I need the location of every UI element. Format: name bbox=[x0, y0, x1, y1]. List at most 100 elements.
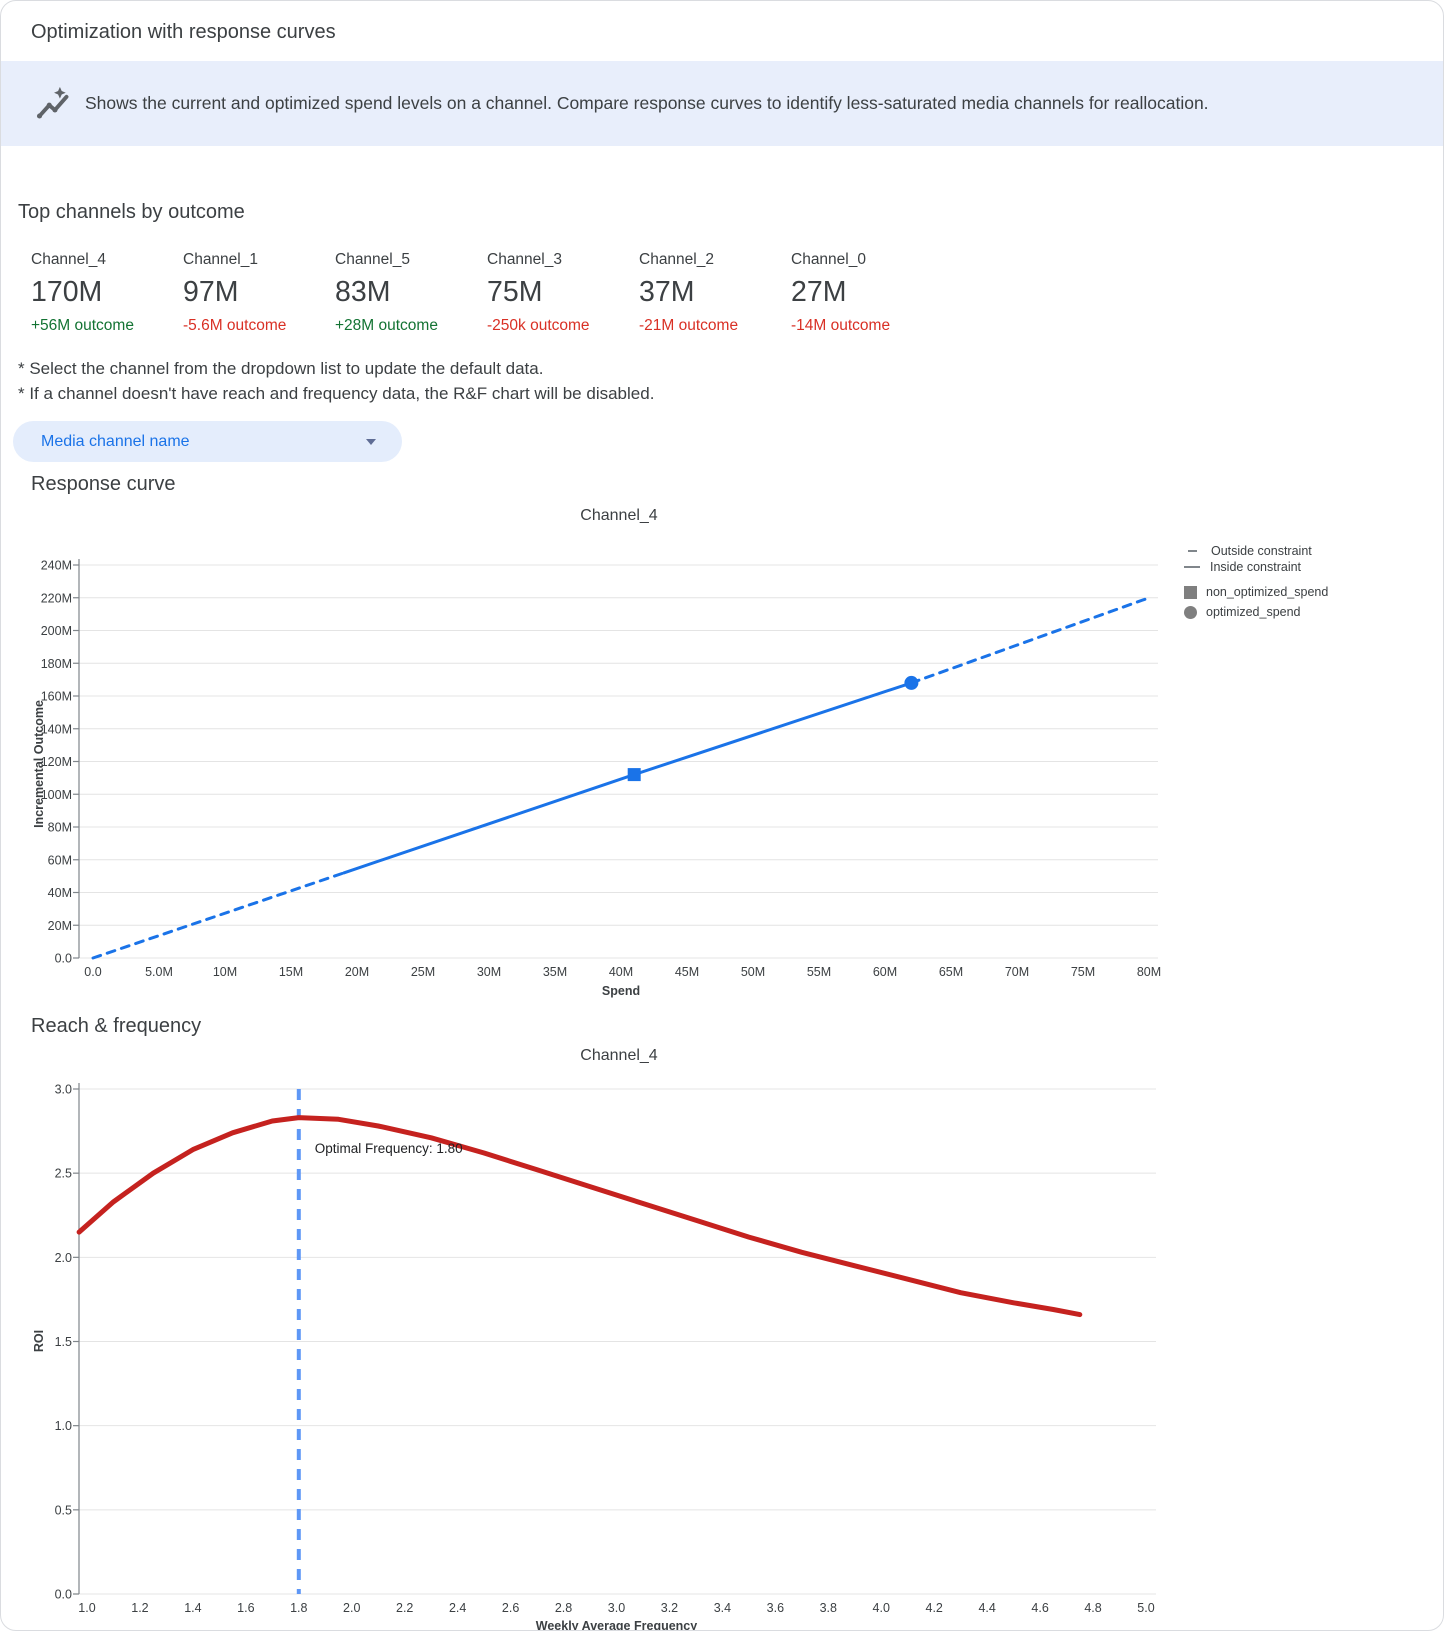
dash-long-icon bbox=[1184, 566, 1200, 568]
svg-text:140M: 140M bbox=[41, 722, 72, 736]
svg-text:160M: 160M bbox=[41, 690, 72, 704]
channel-name: Channel_0 bbox=[791, 251, 866, 268]
legend-gap bbox=[1184, 575, 1328, 582]
svg-text:2.6: 2.6 bbox=[502, 1601, 519, 1615]
svg-text:20M: 20M bbox=[345, 965, 369, 979]
svg-text:2.8: 2.8 bbox=[555, 1601, 572, 1615]
top-channels-heading: Top channels by outcome bbox=[18, 201, 245, 223]
response-chart-title: Channel_4 bbox=[580, 507, 658, 524]
title-bar: Optimization with response curves bbox=[1, 1, 1443, 61]
svg-text:45M: 45M bbox=[675, 965, 699, 979]
svg-text:1.8: 1.8 bbox=[290, 1601, 307, 1615]
svg-text:3.0: 3.0 bbox=[608, 1601, 625, 1615]
channel-card: Channel_4 170M +56M outcome bbox=[31, 251, 183, 335]
channel-value: 37M bbox=[639, 276, 695, 308]
svg-text:15M: 15M bbox=[279, 965, 303, 979]
banner-text: Shows the current and optimized spend le… bbox=[85, 93, 1209, 113]
channel-outcome: +56M outcome bbox=[31, 317, 134, 334]
svg-text:Optimal Frequency: 1.80: Optimal Frequency: 1.80 bbox=[315, 1141, 463, 1156]
legend-label: Inside constraint bbox=[1210, 560, 1302, 574]
response-curve-chart: 0.0 20M 40M 60M 80M 100M 120M 140M 160M 180M 200M 2… bbox=[41, 559, 1161, 999]
legend-item: non_optimized_spend bbox=[1184, 582, 1328, 602]
channel-name: Channel_1 bbox=[183, 251, 258, 268]
svg-text:3.6: 3.6 bbox=[767, 1601, 784, 1615]
svg-text:55M: 55M bbox=[807, 965, 831, 979]
channel-card: Channel_5 83M +28M outcome bbox=[335, 251, 487, 335]
svg-text:120M: 120M bbox=[41, 755, 72, 769]
chevron-down-icon bbox=[366, 439, 376, 445]
svg-text:1.4: 1.4 bbox=[184, 1601, 201, 1615]
svg-text:70M: 70M bbox=[1005, 965, 1029, 979]
rf-y-axis-label: ROI bbox=[32, 1329, 46, 1353]
top-channels-row: Channel_4 170M +56M outcome Channel_1 97… bbox=[31, 251, 943, 335]
chart-legend: Outside constraint Inside constraint non… bbox=[1184, 543, 1328, 622]
channel-name: Channel_5 bbox=[335, 251, 410, 268]
svg-text:3.8: 3.8 bbox=[820, 1601, 837, 1615]
channel-value: 97M bbox=[183, 276, 239, 308]
svg-text:80M: 80M bbox=[1137, 965, 1161, 979]
svg-text:65M: 65M bbox=[939, 965, 963, 979]
channel-outcome: -250k outcome bbox=[487, 317, 590, 334]
svg-text:3.2: 3.2 bbox=[661, 1601, 678, 1615]
svg-text:35M: 35M bbox=[543, 965, 567, 979]
svg-text:2.0: 2.0 bbox=[343, 1601, 360, 1615]
svg-text:200M: 200M bbox=[41, 624, 72, 638]
svg-text:4.4: 4.4 bbox=[978, 1601, 995, 1615]
page-title: Optimization with response curves bbox=[31, 21, 336, 43]
svg-text:3.0: 3.0 bbox=[55, 1083, 72, 1097]
svg-text:3.4: 3.4 bbox=[714, 1601, 731, 1615]
channel-value: 83M bbox=[335, 276, 391, 308]
svg-text:0.0: 0.0 bbox=[84, 965, 101, 979]
legend-label: Outside constraint bbox=[1211, 544, 1312, 558]
svg-text:4.2: 4.2 bbox=[926, 1601, 943, 1615]
channel-card: Channel_2 37M -21M outcome bbox=[639, 251, 791, 335]
svg-text:220M: 220M bbox=[41, 591, 72, 605]
svg-text:25M: 25M bbox=[411, 965, 435, 979]
circle-marker-icon bbox=[1184, 605, 1197, 619]
media-channel-dropdown[interactable]: Media channel name bbox=[13, 421, 402, 462]
svg-text:1.0: 1.0 bbox=[78, 1601, 95, 1615]
channel-outcome: +28M outcome bbox=[335, 317, 438, 334]
channel-value: 75M bbox=[487, 276, 543, 308]
channel-value: 27M bbox=[791, 276, 847, 308]
svg-text:5.0: 5.0 bbox=[1137, 1601, 1154, 1615]
svg-text:Spend: Spend bbox=[602, 984, 640, 998]
svg-text:1.6: 1.6 bbox=[237, 1601, 254, 1615]
legend-label: optimized_spend bbox=[1206, 605, 1301, 619]
svg-text:5.0M: 5.0M bbox=[145, 965, 173, 979]
legend-item: Inside constraint bbox=[1184, 559, 1328, 575]
svg-text:1.5: 1.5 bbox=[55, 1335, 72, 1349]
channel-card: Channel_1 97M -5.6M outcome bbox=[183, 251, 335, 335]
svg-text:1.2: 1.2 bbox=[131, 1601, 148, 1615]
footnotes: * Select the channel from the dropdown l… bbox=[18, 357, 654, 406]
legend-item: optimized_spend bbox=[1184, 602, 1328, 622]
info-banner: Shows the current and optimized spend le… bbox=[1, 61, 1443, 146]
svg-text:1.0: 1.0 bbox=[55, 1419, 72, 1433]
note-line-1: * Select the channel from the dropdown l… bbox=[18, 359, 544, 378]
svg-text:4.8: 4.8 bbox=[1084, 1601, 1101, 1615]
reach-frequency-heading: Reach & frequency bbox=[31, 1015, 202, 1037]
channel-card: Channel_3 75M -250k outcome bbox=[487, 251, 639, 335]
svg-text:80M: 80M bbox=[48, 821, 72, 835]
reach-frequency-chart: 0.0 0.5 1.0 1.5 2.0 2.5 3.0 1.0 1.2 1.4 1.6 1.8 2.0 2… bbox=[55, 1083, 1156, 1630]
svg-text:40M: 40M bbox=[48, 886, 72, 900]
svg-text:30M: 30M bbox=[477, 965, 501, 979]
square-marker-icon bbox=[1184, 585, 1197, 599]
svg-text:4.6: 4.6 bbox=[1031, 1601, 1048, 1615]
channel-card: Channel_0 27M -14M outcome bbox=[791, 251, 943, 335]
channel-name: Channel_4 bbox=[31, 251, 106, 268]
channel-outcome: -14M outcome bbox=[791, 317, 891, 334]
svg-text:2.5: 2.5 bbox=[55, 1167, 72, 1181]
svg-text:240M: 240M bbox=[41, 559, 72, 573]
svg-text:60M: 60M bbox=[48, 853, 72, 867]
legend-label: non_optimized_spend bbox=[1206, 585, 1329, 599]
svg-text:10M: 10M bbox=[213, 965, 237, 979]
svg-text:50M: 50M bbox=[741, 965, 765, 979]
svg-text:4.0: 4.0 bbox=[873, 1601, 890, 1615]
dash-short-icon bbox=[1188, 550, 1197, 552]
svg-text:40M: 40M bbox=[609, 965, 633, 979]
dropdown-label: Media channel name bbox=[41, 432, 190, 450]
svg-text:60M: 60M bbox=[873, 965, 897, 979]
insights-icon bbox=[35, 86, 71, 122]
